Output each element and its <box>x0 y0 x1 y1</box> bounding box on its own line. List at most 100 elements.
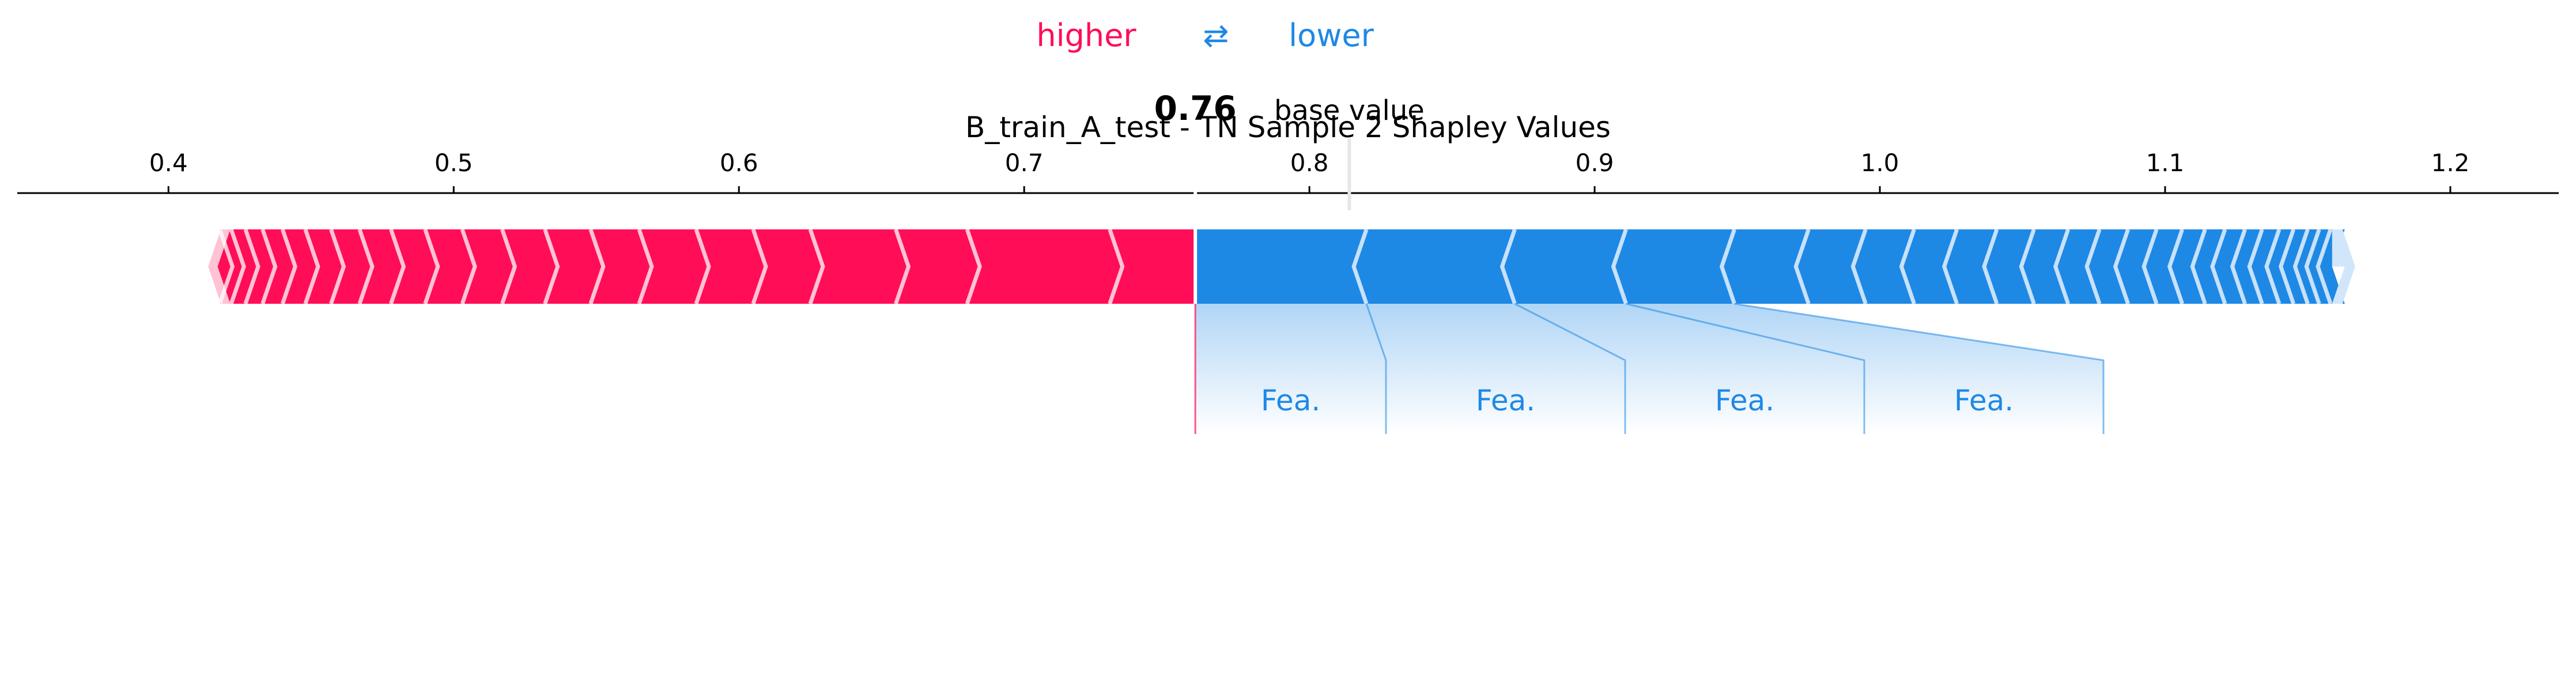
positive-segment <box>282 229 318 304</box>
negative-separator <box>2053 228 2070 305</box>
negative-segment <box>1796 229 1866 304</box>
positive-separator <box>751 228 768 305</box>
negative-separator <box>2141 228 2159 305</box>
legend-higher-label: higher <box>1036 17 1136 54</box>
positive-separator <box>1108 228 1125 305</box>
negative-separator <box>2292 228 2310 305</box>
positive-separator <box>218 228 235 305</box>
legend: higher ⇄ lower <box>1036 17 1374 54</box>
base-value-label: base value <box>1274 95 1425 127</box>
negative-segment <box>2306 229 2331 304</box>
positive-separator <box>389 228 406 305</box>
negative-segment <box>2055 229 2100 304</box>
positive-segment <box>810 229 909 304</box>
negative-segment <box>2169 229 2205 304</box>
positive-separator <box>460 228 477 305</box>
feature-labels: Fea. Fea. Fea. Fea. <box>1194 303 2105 434</box>
negative-separator <box>1351 228 1369 305</box>
positive-segment <box>696 229 766 304</box>
axis-tick-label: 0.5 <box>435 149 473 177</box>
positive-separator <box>808 228 825 305</box>
negative-segment <box>1721 229 1809 304</box>
positive-separator <box>500 228 518 305</box>
axis-tick-label: 0.9 <box>1576 149 1614 177</box>
axis-tick-label: 0.8 <box>1290 149 1329 177</box>
negative-segment <box>1901 229 1957 304</box>
negative-separator <box>2113 228 2130 305</box>
feature-label-connector <box>1626 303 1865 434</box>
negative-separator <box>2190 228 2207 305</box>
negative-segment <box>2021 229 2068 304</box>
positive-separator <box>694 228 711 305</box>
negative-separator <box>2084 228 2102 305</box>
negative-separator <box>2230 228 2247 305</box>
feature-label-connector <box>1734 303 2105 434</box>
feature-label: Fea. <box>1954 384 2014 417</box>
negative-separator <box>2304 228 2321 305</box>
positive-segment <box>545 229 603 304</box>
axis-tick-label: 1.2 <box>2431 149 2470 177</box>
feature-label-fill <box>1195 304 2103 434</box>
x-axis: 0.4 0.5 0.6 0.7 0.8 0.9 1.0 1.1 1.2 <box>17 149 2559 194</box>
negative-segment <box>1502 229 1626 304</box>
positive-segment <box>220 229 244 304</box>
positive-separator <box>329 228 346 305</box>
negative-separator <box>2278 228 2296 305</box>
positive-separator <box>229 228 246 305</box>
positive-segment <box>639 229 709 304</box>
positive-segment <box>391 229 438 304</box>
negative-separator <box>1899 228 1916 305</box>
negative-segment <box>2087 229 2128 304</box>
axis-tick-label: 0.4 <box>149 149 188 177</box>
negative-separator <box>2210 228 2227 305</box>
positive-segment <box>502 229 558 304</box>
positive-segment <box>208 229 233 304</box>
negative-segment <box>1984 229 2034 304</box>
negative-separator <box>2264 228 2282 305</box>
feature-label-connector <box>1365 303 1387 434</box>
positive-segment <box>753 229 823 304</box>
negative-separator <box>1719 228 1736 305</box>
positive-separator <box>280 228 298 305</box>
positive-segment <box>331 229 372 304</box>
legend-lower-label: lower <box>1289 17 1374 54</box>
negative-separator <box>1982 228 1999 305</box>
negative-segment <box>1944 229 1997 304</box>
output-value-label: 0.76 <box>1154 89 1237 128</box>
positive-separator <box>423 228 440 305</box>
negative-separator <box>1611 228 1628 305</box>
negative-separator <box>2019 228 2036 305</box>
positive-separator <box>588 228 606 305</box>
negative-end-cap <box>2332 229 2355 304</box>
negative-segment <box>1354 229 1515 304</box>
negative-separator <box>2316 228 2333 305</box>
negative-separator <box>1942 228 1959 305</box>
negative-segment <box>2144 229 2182 304</box>
negative-separator <box>1499 228 1517 305</box>
positive-separator <box>894 228 911 305</box>
chart-title: B_train_A_test - TN Sample 2 Shapley Val… <box>965 111 1611 144</box>
positive-segment <box>896 229 980 304</box>
negative-segment <box>1613 229 1735 304</box>
positive-segment <box>425 229 475 304</box>
feature-label: Fea. <box>1261 384 1320 417</box>
negative-separator <box>2167 228 2184 305</box>
positive-end-cap <box>208 229 231 304</box>
feature-label: Fea. <box>1476 384 1535 417</box>
positive-separator <box>303 228 320 305</box>
axis-tick-label: 1.1 <box>2146 149 2185 177</box>
positive-segment <box>305 229 344 304</box>
positive-segment <box>590 229 652 304</box>
feature-label-connector <box>1514 303 1626 434</box>
axis-tick-label: 0.7 <box>1005 149 1044 177</box>
positive-separator <box>243 228 260 305</box>
axis-tick-label: 0.6 <box>720 149 758 177</box>
negative-separator <box>1793 228 1811 305</box>
negative-segment <box>2295 229 2320 304</box>
positive-segment <box>967 229 1123 304</box>
positive-segment <box>359 229 404 304</box>
positive-separator <box>260 228 278 305</box>
force-bars <box>208 138 2355 305</box>
negative-separator <box>2247 228 2264 305</box>
